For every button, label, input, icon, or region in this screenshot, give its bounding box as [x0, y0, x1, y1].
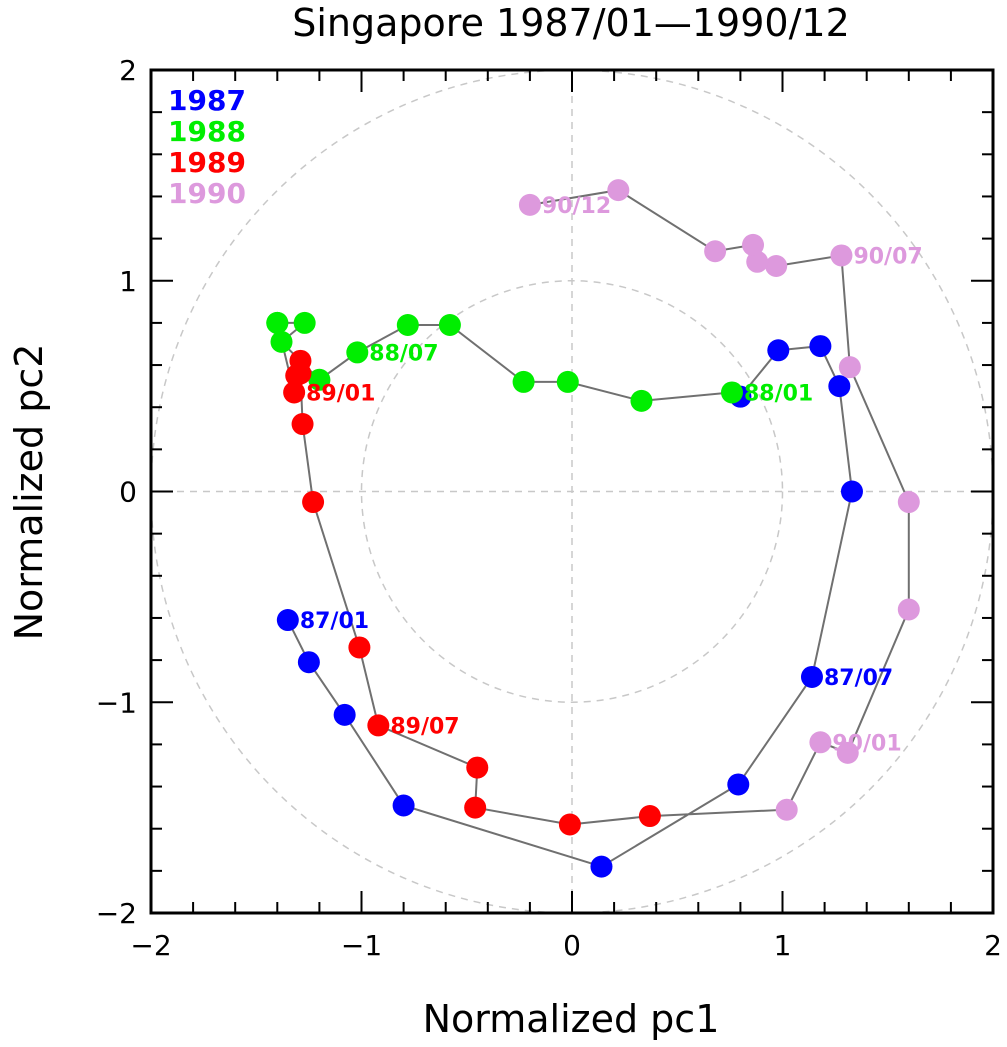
data-point-1990-5 [897, 491, 920, 514]
x-tick-label: 1 [774, 929, 792, 962]
data-point-1989-12 [638, 805, 661, 828]
data-point-1990-9 [746, 250, 769, 273]
data-point-1990-11 [704, 240, 727, 263]
data-point-1988-12 [266, 311, 289, 334]
data-point-1988-3 [556, 370, 579, 393]
data-point-1989-1 [283, 381, 306, 404]
data-point-1987-8 [840, 480, 863, 503]
data-point-1988-10 [293, 311, 316, 334]
series-1987 [276, 335, 863, 878]
series-1989 [283, 349, 661, 836]
data-point-1988-9 [270, 330, 293, 353]
point-label-90-01: 90/01 [832, 731, 901, 756]
x-tick-label: 2 [984, 929, 1002, 962]
point-label-87-01: 87/01 [300, 609, 369, 634]
series-1990 [518, 179, 920, 821]
data-point-1988-2 [630, 389, 653, 412]
data-point-1989-4 [289, 362, 312, 385]
data-point-1987-3 [333, 703, 356, 726]
point-label-90-12: 90/12 [542, 194, 611, 219]
data-point-1990-3 [836, 741, 859, 764]
point-label-87-07: 87/07 [824, 666, 893, 691]
y-tick-label: 1 [119, 265, 137, 298]
legend-entry-1988: 1988 [168, 115, 246, 148]
data-point-1989-10 [464, 796, 487, 819]
data-point-1989-7 [348, 636, 371, 659]
data-point-1988-5 [438, 314, 461, 337]
axis-ticks [150, 69, 994, 914]
y-axis-label: Normalized pc2 [7, 344, 51, 641]
data-point-1987-9 [828, 375, 851, 398]
legend-entry-1987: 1987 [168, 84, 246, 117]
point-label-90-07: 90/07 [853, 244, 922, 269]
y-tick-label: −2 [96, 897, 137, 930]
point-label-89-07: 89/07 [390, 714, 459, 739]
data-point-1990-1 [775, 798, 798, 821]
data-point-1987-7 [800, 665, 823, 688]
data-point-1989-6 [302, 491, 325, 514]
data-point-1990-13 [518, 193, 541, 216]
data-point-1990-12 [607, 179, 630, 202]
data-point-1988-4 [512, 370, 535, 393]
legend-entry-1990: 1990 [168, 177, 246, 210]
point-label-89-01: 89/01 [306, 381, 375, 406]
data-point-1988-8 [308, 368, 331, 391]
data-point-1987-1 [276, 609, 299, 632]
x-axis-label: Normalized pc1 [423, 997, 720, 1041]
data-point-1987-2 [297, 651, 320, 674]
plot-area: 87/01 87/07 88/01 88/07 89/01 89/07 90/01 90/07… [96, 54, 1002, 962]
series-1988 [266, 311, 743, 412]
y-tick-label: 0 [119, 476, 137, 509]
data-point-1990-10 [742, 233, 765, 256]
y-tick-label: −1 [96, 686, 137, 719]
trajectory-line [276, 189, 910, 868]
y-tick-label: 2 [119, 54, 137, 87]
data-point-1990-4 [897, 598, 920, 621]
data-point-1990-8 [765, 254, 788, 277]
data-point-1987-4 [392, 794, 415, 817]
x-tick-label: −2 [130, 929, 171, 962]
data-point-1989-9 [466, 756, 489, 779]
x-tick-label: −1 [341, 929, 382, 962]
data-point-1988-6 [396, 314, 419, 337]
data-point-1987-10 [809, 335, 832, 358]
data-point-1988-7 [346, 341, 369, 364]
data-point-1987-11 [767, 339, 790, 362]
data-point-1988-1 [720, 381, 743, 404]
data-point-1990-7 [830, 244, 853, 267]
x-tick-label: 0 [563, 929, 581, 962]
data-point-1989-8 [367, 714, 390, 737]
data-point-1987-6 [727, 773, 750, 796]
chart-title: Singapore 1987/01—1990/12 [292, 1, 850, 45]
data-point-1987-5 [590, 855, 613, 878]
point-label-88-01: 88/01 [744, 381, 813, 406]
data-point-1989-5 [291, 413, 314, 436]
legend-entry-1989: 1989 [168, 146, 246, 179]
reference-guides [151, 70, 993, 913]
data-point-1990-6 [838, 356, 861, 379]
data-point-1989-11 [558, 813, 581, 836]
data-point-1990-2 [809, 731, 832, 754]
point-label-88-07: 88/07 [369, 341, 438, 366]
